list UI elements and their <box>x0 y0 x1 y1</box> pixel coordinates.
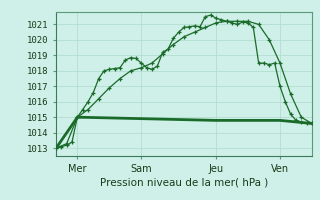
X-axis label: Pression niveau de la mer( hPa ): Pression niveau de la mer( hPa ) <box>100 178 268 188</box>
